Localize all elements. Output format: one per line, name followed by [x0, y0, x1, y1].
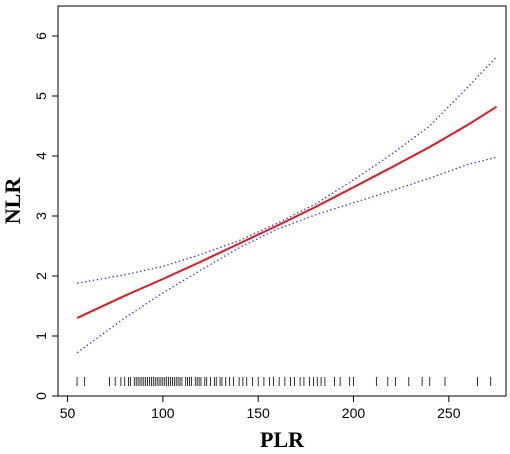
series-estimate	[76, 105, 498, 319]
plot-frame	[57, 5, 507, 397]
x-axis: 50 100 150 200 250	[60, 396, 461, 421]
y-tick-label-4: 4	[33, 152, 49, 160]
y-tick-label-1: 1	[33, 332, 49, 340]
y-tick-label-3: 3	[33, 212, 49, 220]
y-tick-label-0: 0	[33, 392, 49, 400]
series-lower-confidence-limit	[76, 156, 497, 354]
series-lines	[76, 56, 498, 354]
x-axis-title: PLR	[260, 427, 305, 452]
y-tick-label-2: 2	[33, 272, 49, 280]
series-upper-confidence-limit	[76, 56, 497, 284]
x-tick-label-100: 100	[151, 405, 175, 421]
x-tick-label-150: 150	[246, 405, 270, 421]
x-tick-label-200: 200	[342, 405, 366, 421]
x-tick-label-250: 250	[437, 405, 461, 421]
y-axis: 0 1 2 3 4 5 6	[33, 32, 58, 400]
y-axis-title: NLR	[0, 177, 25, 225]
x-tick-label-50: 50	[60, 405, 76, 421]
y-tick-label-6: 6	[33, 32, 49, 40]
y-tick-label-5: 5	[33, 92, 49, 100]
rug-marks	[76, 377, 492, 386]
